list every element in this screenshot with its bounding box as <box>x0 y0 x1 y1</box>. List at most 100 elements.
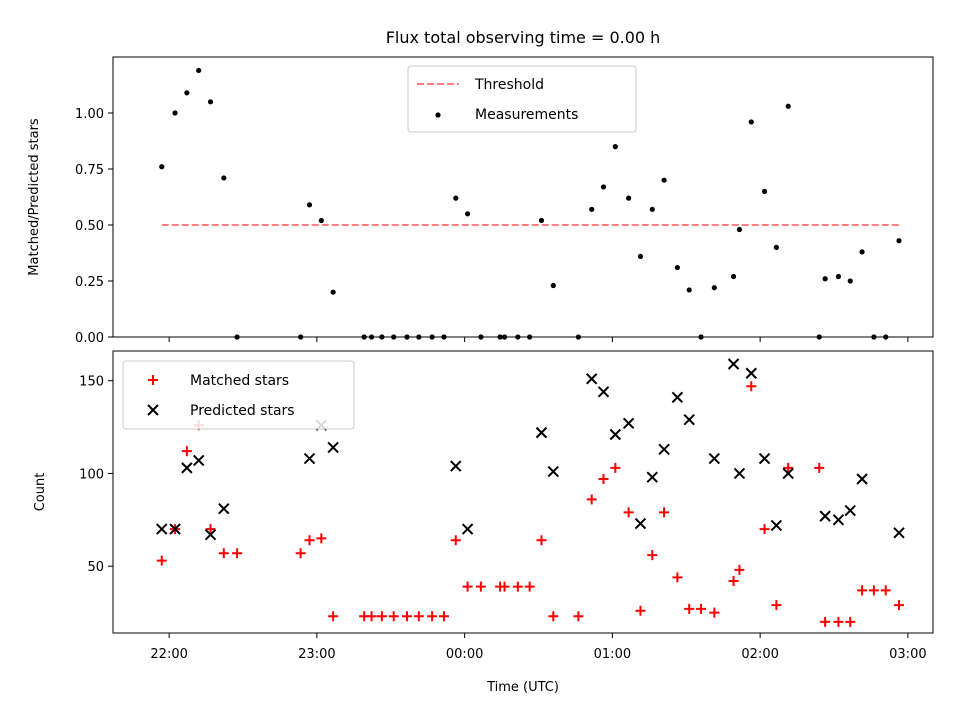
matched-star-point-47 <box>820 616 831 627</box>
measurement-point-36 <box>674 264 680 271</box>
matched-star-point-52 <box>880 585 891 596</box>
measurement-point-48 <box>835 273 842 280</box>
matched-star-point-39 <box>709 607 720 618</box>
matched-star-point-26 <box>536 535 547 546</box>
matched-star-point-40 <box>728 576 739 587</box>
matched-star-point-23 <box>499 581 510 592</box>
predicted-star-point-6 <box>303 452 316 465</box>
predicted-star-point-23 <box>733 467 746 480</box>
measurement-point-0 <box>159 164 165 170</box>
measurement-point-45 <box>785 103 791 109</box>
measurement-point-32 <box>626 195 632 201</box>
bottom-legend: Matched stars Predicted stars <box>122 360 355 430</box>
bottom-y-tick-label-0: 50 <box>87 560 104 575</box>
measurement-point-10 <box>330 289 336 295</box>
measurement-point-3 <box>196 67 202 74</box>
top-y-axis-label: Matched/Predicted stars <box>27 118 42 276</box>
measurement-point-27 <box>550 282 556 289</box>
legend-matched-label: Matched stars <box>190 373 289 389</box>
matched-star-point-8 <box>304 535 315 546</box>
measurement-point-43 <box>761 188 768 194</box>
matched-star-point-44 <box>771 600 782 611</box>
top-legend-box <box>407 65 637 133</box>
predicted-star-point-13 <box>585 373 598 385</box>
measurement-point-4 <box>207 99 214 105</box>
x-axis-label: Time (UTC) <box>486 680 559 695</box>
measurement-point-44 <box>773 244 779 250</box>
measurement-point-41 <box>736 226 743 233</box>
measurement-point-1 <box>172 110 178 116</box>
matched-star-point-16 <box>413 611 424 622</box>
predicted-star-point-26 <box>758 452 771 465</box>
measurement-point-29 <box>589 206 595 212</box>
matched-star-point-41 <box>734 564 745 575</box>
matched-star-point-36 <box>672 572 683 583</box>
x-tick-label-0: 22:00 <box>150 647 187 662</box>
predicted-star-point-14 <box>597 386 610 398</box>
measurement-point-39 <box>711 285 717 291</box>
predicted-star-point-22 <box>708 452 721 465</box>
legend-measurements-swatch <box>435 112 441 118</box>
x-tick-label-2: 00:00 <box>446 647 483 662</box>
bottom-axes-frame <box>112 350 934 634</box>
matched-star-point-14 <box>388 611 399 622</box>
x-tick-label-4: 02:00 <box>741 647 778 662</box>
predicted-star-point-24 <box>727 358 740 370</box>
matched-star-point-20 <box>462 581 473 592</box>
measurement-point-33 <box>637 253 644 259</box>
measurement-point-34 <box>649 206 655 212</box>
matched-star-point-48 <box>833 616 844 627</box>
matched-star-point-4 <box>205 524 216 535</box>
measurement-point-49 <box>847 278 853 284</box>
matched-star-point-34 <box>647 550 658 561</box>
matched-star-point-45 <box>783 462 794 473</box>
predicted-star-point-27 <box>770 519 783 532</box>
legend-measurements-label: Measurements <box>475 107 578 123</box>
measurement-point-31 <box>612 144 618 150</box>
legend-predicted-swatch <box>147 404 159 416</box>
predicted-star-point-21 <box>683 413 695 426</box>
measurement-point-26 <box>538 217 545 224</box>
predicted-star-point-20 <box>671 391 684 404</box>
predicted-star-point-12 <box>547 465 559 478</box>
top-legend: Threshold Measurements <box>407 65 637 133</box>
matched-star-point-24 <box>512 581 523 592</box>
measurement-point-9 <box>318 217 324 224</box>
measurement-point-37 <box>686 287 692 293</box>
matched-star-point-53 <box>894 600 905 611</box>
predicted-star-point-4 <box>204 528 217 541</box>
bottom-y-axis-label: Count <box>33 473 48 512</box>
matched-star-point-32 <box>623 507 634 518</box>
predicted-star-point-16 <box>622 417 635 430</box>
measurement-point-53 <box>896 238 902 244</box>
matched-star-point-31 <box>610 462 621 473</box>
top-axes-frame <box>112 56 934 338</box>
bottom-legend-box <box>122 360 355 430</box>
matched-star-point-38 <box>696 603 707 614</box>
predicted-star-point-31 <box>844 504 856 517</box>
measurement-point-2 <box>184 90 190 96</box>
predicted-star-point-17 <box>634 517 647 530</box>
matched-star-point-37 <box>684 603 695 614</box>
matched-star-point-42 <box>746 381 757 392</box>
measurement-point-42 <box>748 119 754 125</box>
measurement-point-8 <box>306 202 313 208</box>
predicted-star-point-18 <box>646 471 658 483</box>
matched-star-point-2 <box>181 446 192 457</box>
predicted-star-point-0 <box>156 523 168 535</box>
matched-star-point-29 <box>586 494 597 505</box>
predicted-star-point-30 <box>832 514 845 526</box>
matched-star-point-51 <box>868 585 879 596</box>
measurement-point-20 <box>464 211 471 217</box>
measurement-point-5 <box>221 175 227 181</box>
matched-star-point-30 <box>598 474 609 485</box>
matched-star-point-21 <box>475 581 486 592</box>
measurement-point-50 <box>859 249 865 255</box>
predicted-star-point-9 <box>450 460 462 472</box>
bottom-y-tick-label-1: 100 <box>79 467 104 482</box>
x-tick-label-3: 01:00 <box>594 647 631 662</box>
predicted-star-point-33 <box>893 527 905 539</box>
predicted-star-point-29 <box>819 510 831 522</box>
top-y-tick-label-3: 0.75 <box>75 163 104 178</box>
